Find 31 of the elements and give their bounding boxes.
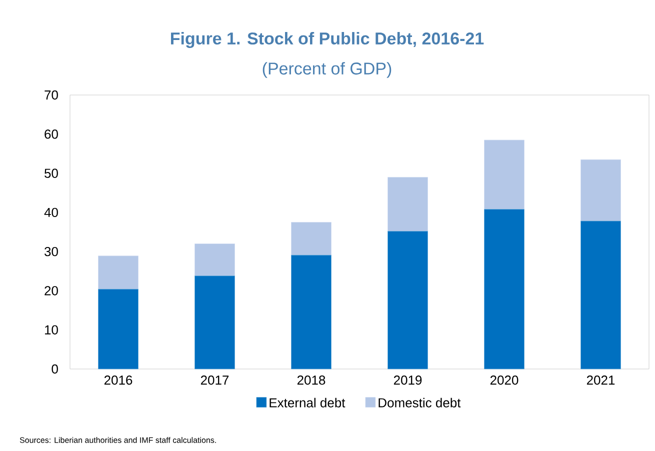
bar <box>580 159 621 222</box>
bar <box>194 244 235 276</box>
y-tick-label: 40 <box>44 208 58 218</box>
bar <box>388 231 428 370</box>
x-tick-label: 2020 <box>490 376 518 385</box>
bar <box>291 222 332 256</box>
x-tick-label: 2019 <box>394 376 422 385</box>
bar <box>484 209 524 370</box>
x-tick-label: 2017 <box>200 376 229 385</box>
legend-label: External debt <box>270 398 346 408</box>
bar <box>388 177 428 232</box>
x-tick-label: 2016 <box>104 376 132 385</box>
legend-label: Domestic debt <box>378 398 461 408</box>
bar <box>98 288 138 370</box>
bar <box>580 220 621 370</box>
y-tick-label: 10 <box>45 325 58 334</box>
bar <box>291 254 332 370</box>
y-tick-label: 50 <box>44 168 58 178</box>
bar <box>194 276 235 370</box>
chart-title: Figure 1. Stock of Public Debt, 2016-21 <box>171 32 484 48</box>
x-tick-label: 2018 <box>297 376 326 385</box>
y-tick-label: 0 <box>52 364 58 374</box>
bar <box>484 140 524 210</box>
source-note: Sources: Liberian authorities and IMF staff calculations. <box>20 437 216 443</box>
y-tick-label: 30 <box>44 246 58 256</box>
bar <box>98 256 138 290</box>
y-tick-label: 60 <box>44 130 58 139</box>
y-tick-label: 70 <box>44 90 58 100</box>
chart-subtitle: (Percent of GDP) <box>262 62 392 78</box>
y-tick-label: 20 <box>44 286 58 296</box>
x-tick-label: 2021 <box>586 376 615 385</box>
